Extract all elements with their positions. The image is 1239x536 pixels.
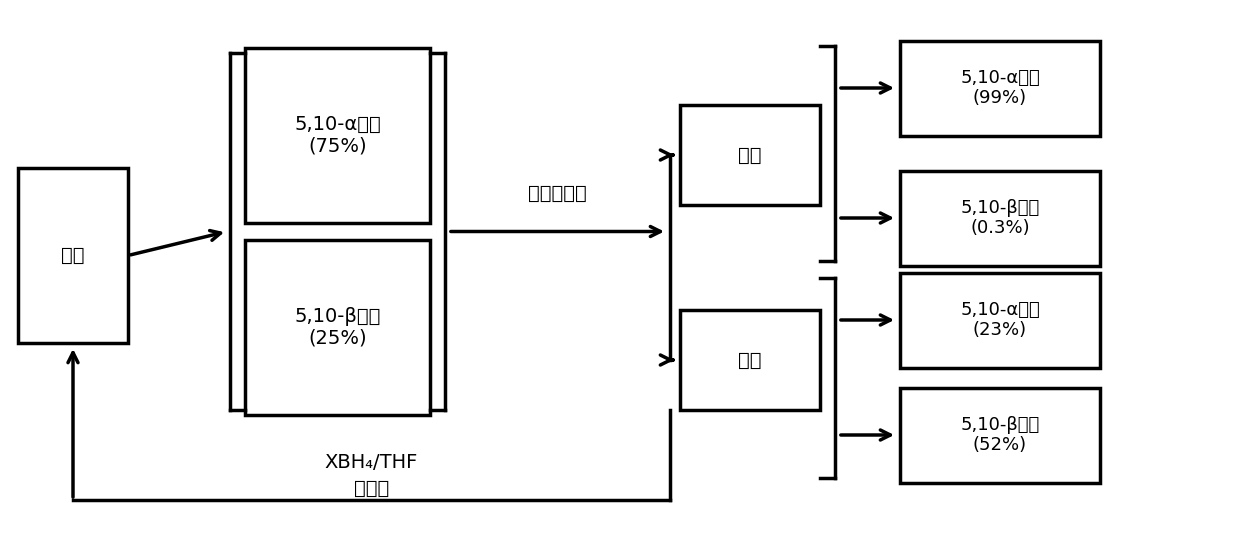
Text: 5,10-β环氧
(52%): 5,10-β环氧 (52%) (960, 415, 1040, 455)
Text: 5,10-β环氧
(0.3%): 5,10-β环氧 (0.3%) (960, 199, 1040, 237)
Text: 滤饼: 滤饼 (738, 145, 762, 165)
Bar (680, 105, 820, 205)
Text: 5,10-α环氧
(23%): 5,10-α环氧 (23%) (960, 301, 1040, 339)
Text: 正己烷打浆: 正己烷打浆 (528, 184, 587, 203)
Bar (900, 170, 1100, 265)
Text: XBH₄/THF: XBH₄/THF (325, 452, 419, 472)
Bar (19, 168, 128, 343)
Text: 弱酸性: 弱酸性 (354, 479, 389, 497)
Bar (680, 310, 820, 410)
Text: 5,10-β环氧
(25%): 5,10-β环氧 (25%) (295, 307, 380, 348)
Bar (900, 388, 1100, 482)
Text: 原料: 原料 (61, 246, 84, 265)
Bar (245, 240, 430, 415)
Bar (900, 272, 1100, 368)
Text: 滤液: 滤液 (738, 351, 762, 369)
Text: 5,10-α环氧
(99%): 5,10-α环氧 (99%) (960, 69, 1040, 107)
Bar (245, 48, 430, 223)
Text: 5,10-α环氧
(75%): 5,10-α环氧 (75%) (294, 115, 380, 156)
Bar (900, 41, 1100, 136)
